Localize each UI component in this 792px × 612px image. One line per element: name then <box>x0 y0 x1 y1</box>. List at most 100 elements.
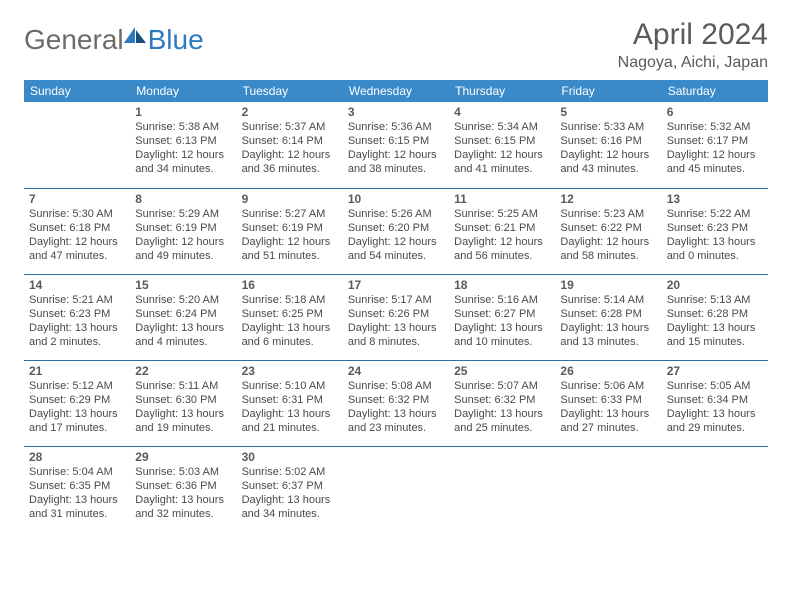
day-number: 28 <box>29 450 125 464</box>
calendar-cell: 18Sunrise: 5:16 AMSunset: 6:27 PMDayligh… <box>449 274 555 360</box>
day-number: 9 <box>242 192 338 206</box>
calendar-cell: 8Sunrise: 5:29 AMSunset: 6:19 PMDaylight… <box>130 188 236 274</box>
calendar-cell: 13Sunrise: 5:22 AMSunset: 6:23 PMDayligh… <box>662 188 768 274</box>
day-info: Sunrise: 5:33 AMSunset: 6:16 PMDaylight:… <box>560 120 656 176</box>
header: General Blue April 2024 Nagoya, Aichi, J… <box>24 18 768 72</box>
day-number: 25 <box>454 364 550 378</box>
day-number: 22 <box>135 364 231 378</box>
day-number: 12 <box>560 192 656 206</box>
calendar-cell: 7Sunrise: 5:30 AMSunset: 6:18 PMDaylight… <box>24 188 130 274</box>
logo: General Blue <box>24 24 204 56</box>
logo-general: General <box>24 24 124 56</box>
day-info: Sunrise: 5:37 AMSunset: 6:14 PMDaylight:… <box>242 120 338 176</box>
day-info: Sunrise: 5:13 AMSunset: 6:28 PMDaylight:… <box>667 293 763 349</box>
day-info: Sunrise: 5:30 AMSunset: 6:18 PMDaylight:… <box>29 207 125 263</box>
calendar-cell: 27Sunrise: 5:05 AMSunset: 6:34 PMDayligh… <box>662 360 768 446</box>
calendar-cell: 10Sunrise: 5:26 AMSunset: 6:20 PMDayligh… <box>343 188 449 274</box>
calendar-cell <box>343 446 449 528</box>
calendar-cell: 6Sunrise: 5:32 AMSunset: 6:17 PMDaylight… <box>662 102 768 188</box>
day-number: 10 <box>348 192 444 206</box>
calendar-cell <box>24 102 130 188</box>
calendar-cell: 1Sunrise: 5:38 AMSunset: 6:13 PMDaylight… <box>130 102 236 188</box>
calendar-cell: 3Sunrise: 5:36 AMSunset: 6:15 PMDaylight… <box>343 102 449 188</box>
day-number: 30 <box>242 450 338 464</box>
day-number: 23 <box>242 364 338 378</box>
day-number: 11 <box>454 192 550 206</box>
calendar-body: 1Sunrise: 5:38 AMSunset: 6:13 PMDaylight… <box>24 102 768 528</box>
day-info: Sunrise: 5:21 AMSunset: 6:23 PMDaylight:… <box>29 293 125 349</box>
location: Nagoya, Aichi, Japan <box>618 54 768 72</box>
calendar-cell <box>662 446 768 528</box>
logo-sail-icon <box>124 27 146 43</box>
day-number: 1 <box>135 105 231 119</box>
day-info: Sunrise: 5:38 AMSunset: 6:13 PMDaylight:… <box>135 120 231 176</box>
calendar-cell: 12Sunrise: 5:23 AMSunset: 6:22 PMDayligh… <box>555 188 661 274</box>
weekday-header: Sunday <box>24 80 130 102</box>
day-number: 5 <box>560 105 656 119</box>
calendar-cell: 21Sunrise: 5:12 AMSunset: 6:29 PMDayligh… <box>24 360 130 446</box>
day-info: Sunrise: 5:25 AMSunset: 6:21 PMDaylight:… <box>454 207 550 263</box>
day-info: Sunrise: 5:17 AMSunset: 6:26 PMDaylight:… <box>348 293 444 349</box>
day-info: Sunrise: 5:02 AMSunset: 6:37 PMDaylight:… <box>242 465 338 521</box>
day-info: Sunrise: 5:05 AMSunset: 6:34 PMDaylight:… <box>667 379 763 435</box>
calendar-cell: 22Sunrise: 5:11 AMSunset: 6:30 PMDayligh… <box>130 360 236 446</box>
weekday-header: Saturday <box>662 80 768 102</box>
day-number: 13 <box>667 192 763 206</box>
calendar-cell: 29Sunrise: 5:03 AMSunset: 6:36 PMDayligh… <box>130 446 236 528</box>
day-info: Sunrise: 5:27 AMSunset: 6:19 PMDaylight:… <box>242 207 338 263</box>
day-number: 19 <box>560 278 656 292</box>
day-info: Sunrise: 5:36 AMSunset: 6:15 PMDaylight:… <box>348 120 444 176</box>
day-number: 8 <box>135 192 231 206</box>
weekday-header: Friday <box>555 80 661 102</box>
day-number: 17 <box>348 278 444 292</box>
calendar-cell: 17Sunrise: 5:17 AMSunset: 6:26 PMDayligh… <box>343 274 449 360</box>
weekday-header: Tuesday <box>237 80 343 102</box>
day-number: 20 <box>667 278 763 292</box>
day-info: Sunrise: 5:32 AMSunset: 6:17 PMDaylight:… <box>667 120 763 176</box>
day-info: Sunrise: 5:34 AMSunset: 6:15 PMDaylight:… <box>454 120 550 176</box>
day-number: 24 <box>348 364 444 378</box>
day-number: 26 <box>560 364 656 378</box>
calendar-cell: 23Sunrise: 5:10 AMSunset: 6:31 PMDayligh… <box>237 360 343 446</box>
month-title: April 2024 <box>618 18 768 52</box>
day-info: Sunrise: 5:16 AMSunset: 6:27 PMDaylight:… <box>454 293 550 349</box>
day-info: Sunrise: 5:10 AMSunset: 6:31 PMDaylight:… <box>242 379 338 435</box>
day-number: 4 <box>454 105 550 119</box>
calendar-cell: 24Sunrise: 5:08 AMSunset: 6:32 PMDayligh… <box>343 360 449 446</box>
day-info: Sunrise: 5:03 AMSunset: 6:36 PMDaylight:… <box>135 465 231 521</box>
day-number: 27 <box>667 364 763 378</box>
calendar-cell: 16Sunrise: 5:18 AMSunset: 6:25 PMDayligh… <box>237 274 343 360</box>
logo-blue: Blue <box>148 24 204 56</box>
day-number: 29 <box>135 450 231 464</box>
day-number: 15 <box>135 278 231 292</box>
day-number: 6 <box>667 105 763 119</box>
day-info: Sunrise: 5:14 AMSunset: 6:28 PMDaylight:… <box>560 293 656 349</box>
day-number: 7 <box>29 192 125 206</box>
calendar-cell <box>555 446 661 528</box>
day-number: 14 <box>29 278 125 292</box>
weekday-header: Thursday <box>449 80 555 102</box>
calendar-cell: 2Sunrise: 5:37 AMSunset: 6:14 PMDaylight… <box>237 102 343 188</box>
calendar-cell: 14Sunrise: 5:21 AMSunset: 6:23 PMDayligh… <box>24 274 130 360</box>
calendar-head: SundayMondayTuesdayWednesdayThursdayFrid… <box>24 80 768 102</box>
day-info: Sunrise: 5:11 AMSunset: 6:30 PMDaylight:… <box>135 379 231 435</box>
calendar-cell: 28Sunrise: 5:04 AMSunset: 6:35 PMDayligh… <box>24 446 130 528</box>
title-block: April 2024 Nagoya, Aichi, Japan <box>618 18 768 72</box>
day-info: Sunrise: 5:22 AMSunset: 6:23 PMDaylight:… <box>667 207 763 263</box>
calendar-cell: 4Sunrise: 5:34 AMSunset: 6:15 PMDaylight… <box>449 102 555 188</box>
calendar-cell: 20Sunrise: 5:13 AMSunset: 6:28 PMDayligh… <box>662 274 768 360</box>
day-info: Sunrise: 5:26 AMSunset: 6:20 PMDaylight:… <box>348 207 444 263</box>
calendar-cell: 19Sunrise: 5:14 AMSunset: 6:28 PMDayligh… <box>555 274 661 360</box>
calendar-cell: 15Sunrise: 5:20 AMSunset: 6:24 PMDayligh… <box>130 274 236 360</box>
day-info: Sunrise: 5:04 AMSunset: 6:35 PMDaylight:… <box>29 465 125 521</box>
day-info: Sunrise: 5:23 AMSunset: 6:22 PMDaylight:… <box>560 207 656 263</box>
day-number: 21 <box>29 364 125 378</box>
day-info: Sunrise: 5:07 AMSunset: 6:32 PMDaylight:… <box>454 379 550 435</box>
day-info: Sunrise: 5:08 AMSunset: 6:32 PMDaylight:… <box>348 379 444 435</box>
calendar-cell: 25Sunrise: 5:07 AMSunset: 6:32 PMDayligh… <box>449 360 555 446</box>
day-info: Sunrise: 5:12 AMSunset: 6:29 PMDaylight:… <box>29 379 125 435</box>
day-number: 16 <box>242 278 338 292</box>
day-number: 18 <box>454 278 550 292</box>
weekday-header: Wednesday <box>343 80 449 102</box>
calendar-table: SundayMondayTuesdayWednesdayThursdayFrid… <box>24 80 768 528</box>
